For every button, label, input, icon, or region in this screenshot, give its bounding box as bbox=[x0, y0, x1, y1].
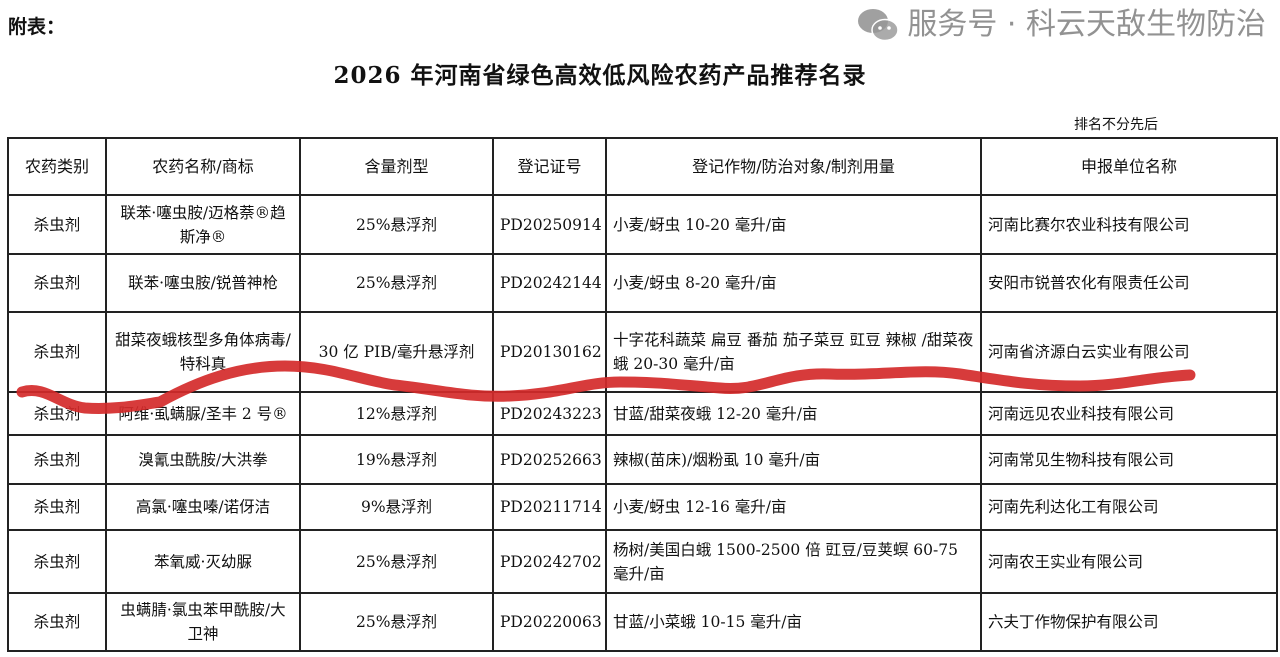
cell-name: 虫螨腈·氯虫苯甲酰胺/大卫神 bbox=[105, 592, 301, 652]
cell-category: 杀虫剂 bbox=[7, 194, 107, 255]
cell-category: 杀虫剂 bbox=[7, 529, 107, 594]
cell-usage: 甘蓝/甜菜夜蛾 12-20 毫升/亩 bbox=[605, 391, 982, 436]
cell-company: 河南农王实业有限公司 bbox=[980, 529, 1278, 594]
cell-company: 河南远见农业科技有限公司 bbox=[980, 391, 1278, 436]
cell-company: 安阳市锐普农化有限责任公司 bbox=[980, 253, 1278, 313]
cell-name: 溴氰虫酰胺/大洪拳 bbox=[105, 434, 301, 485]
cell-usage: 小麦/蚜虫 12-16 毫升/亩 bbox=[605, 483, 982, 531]
column-header: 含量剂型 bbox=[299, 137, 494, 196]
cell-company: 六夫丁作物保护有限公司 bbox=[980, 592, 1278, 652]
cell-category: 杀虫剂 bbox=[7, 391, 107, 436]
cell-content: 25%悬浮剂 bbox=[299, 529, 494, 594]
cell-category: 杀虫剂 bbox=[7, 592, 107, 652]
cell-content: 19%悬浮剂 bbox=[299, 434, 494, 485]
cell-reg: PD20243223 bbox=[492, 391, 607, 436]
cell-reg: PD20242144 bbox=[492, 253, 607, 313]
cell-content: 12%悬浮剂 bbox=[299, 391, 494, 436]
cell-category: 杀虫剂 bbox=[7, 483, 107, 531]
cell-company: 河南常见生物科技有限公司 bbox=[980, 434, 1278, 485]
cell-usage: 甘蓝/小菜蛾 10-15 毫升/亩 bbox=[605, 592, 982, 652]
table-row: 杀虫剂 苯氧威·灭幼脲 25%悬浮剂 PD20242702 杨树/美国白蛾 1500-2… bbox=[7, 529, 1278, 594]
cell-reg: PD20250914 bbox=[492, 194, 607, 255]
cell-category: 杀虫剂 bbox=[7, 253, 107, 313]
table-row: 杀虫剂 联苯·噻虫胺/锐普神枪 25%悬浮剂 PD20242144 小麦/蚜虫 8-20… bbox=[7, 253, 1278, 313]
page-title: 2026 年河南省绿色高效低风险农药产品推荐名录 bbox=[333, 62, 867, 89]
table-header-row: 农药类别 农药名称/商标 含量剂型 登记证号 登记作物/防治对象/制剂用量 申报… bbox=[7, 137, 1278, 196]
ranking-note: 排名不分先后 bbox=[1074, 117, 1158, 133]
attachment-label: 附表： bbox=[8, 16, 66, 38]
cell-name: 苯氧威·灭幼脲 bbox=[105, 529, 301, 594]
cell-content: 25%悬浮剂 bbox=[299, 592, 494, 652]
cell-name: 甜菜夜蛾核型多角体病毒/特科真 bbox=[105, 311, 301, 393]
table-row: 杀虫剂 阿维·虱螨脲/圣丰 2 号® 12%悬浮剂 PD20243223 甘蓝/甜菜夜蛾… bbox=[7, 391, 1278, 436]
column-header: 农药名称/商标 bbox=[105, 137, 301, 196]
cell-usage: 杨树/美国白蛾 1500-2500 倍 豇豆/豆荚螟 60-75 毫升/亩 bbox=[605, 529, 982, 594]
cell-usage: 小麦/蚜虫 10-20 毫升/亩 bbox=[605, 194, 982, 255]
cell-company: 河南比赛尔农业科技有限公司 bbox=[980, 194, 1278, 255]
cell-usage: 小麦/蚜虫 8-20 毫升/亩 bbox=[605, 253, 982, 313]
cell-content: 25%悬浮剂 bbox=[299, 253, 494, 313]
cell-reg: PD20252663 bbox=[492, 434, 607, 485]
table-body: 杀虫剂 联苯·噻虫胺/迈格萘®趋斯净® 25%悬浮剂 PD20250914 小麦/蚜虫 … bbox=[7, 194, 1278, 652]
column-header: 申报单位名称 bbox=[980, 137, 1278, 196]
table-row: 杀虫剂 联苯·噻虫胺/迈格萘®趋斯净® 25%悬浮剂 PD20250914 小麦/蚜虫 … bbox=[7, 194, 1278, 255]
watermark: 服务号 · 科云天敌生物防治 bbox=[857, 6, 1266, 44]
table-row: 杀虫剂 虫螨腈·氯虫苯甲酰胺/大卫神 25%悬浮剂 PD20220063 甘蓝/小菜蛾 … bbox=[7, 592, 1278, 652]
cell-reg: PD20242702 bbox=[492, 529, 607, 594]
pesticide-table: 农药类别 农药名称/商标 含量剂型 登记证号 登记作物/防治对象/制剂用量 申报… bbox=[7, 137, 1278, 652]
cell-category: 杀虫剂 bbox=[7, 311, 107, 393]
cell-content: 9%悬浮剂 bbox=[299, 483, 494, 531]
cell-content: 30 亿 PIB/毫升悬浮剂 bbox=[299, 311, 494, 393]
column-header: 农药类别 bbox=[7, 137, 107, 196]
table-row: 杀虫剂 高氯·噻虫嗪/诺伢洁 9%悬浮剂 PD20211714 小麦/蚜虫 12-16 … bbox=[7, 483, 1278, 531]
cell-reg: PD20130162 bbox=[492, 311, 607, 393]
cell-name: 联苯·噻虫胺/锐普神枪 bbox=[105, 253, 301, 313]
cell-company: 河南省济源白云实业有限公司 bbox=[980, 311, 1278, 393]
table-row: 杀虫剂 甜菜夜蛾核型多角体病毒/特科真 30 亿 PIB/毫升悬浮剂 PD201301… bbox=[7, 311, 1278, 393]
cell-reg: PD20211714 bbox=[492, 483, 607, 531]
cell-company: 河南先利达化工有限公司 bbox=[980, 483, 1278, 531]
column-header: 登记作物/防治对象/制剂用量 bbox=[605, 137, 982, 196]
cell-name: 高氯·噻虫嗪/诺伢洁 bbox=[105, 483, 301, 531]
cell-usage: 辣椒(苗床)/烟粉虱 10 毫升/亩 bbox=[605, 434, 982, 485]
cell-name: 联苯·噻虫胺/迈格萘®趋斯净® bbox=[105, 194, 301, 255]
wechat-icon bbox=[858, 9, 900, 42]
table-row: 杀虫剂 溴氰虫酰胺/大洪拳 19%悬浮剂 PD20252663 辣椒(苗床)/烟粉虱 1… bbox=[7, 434, 1278, 485]
cell-content: 25%悬浮剂 bbox=[299, 194, 494, 255]
column-header: 登记证号 bbox=[492, 137, 607, 196]
cell-usage: 十字花科蔬菜 扁豆 番茄 茄子菜豆 豇豆 辣椒 /甜菜夜蛾 20-30 毫升/亩 bbox=[605, 311, 982, 393]
cell-name: 阿维·虱螨脲/圣丰 2 号® bbox=[105, 391, 301, 436]
cell-reg: PD20220063 bbox=[492, 592, 607, 652]
watermark-text: 服务号 · 科云天敌生物防治 bbox=[907, 7, 1266, 42]
cell-category: 杀虫剂 bbox=[7, 434, 107, 485]
